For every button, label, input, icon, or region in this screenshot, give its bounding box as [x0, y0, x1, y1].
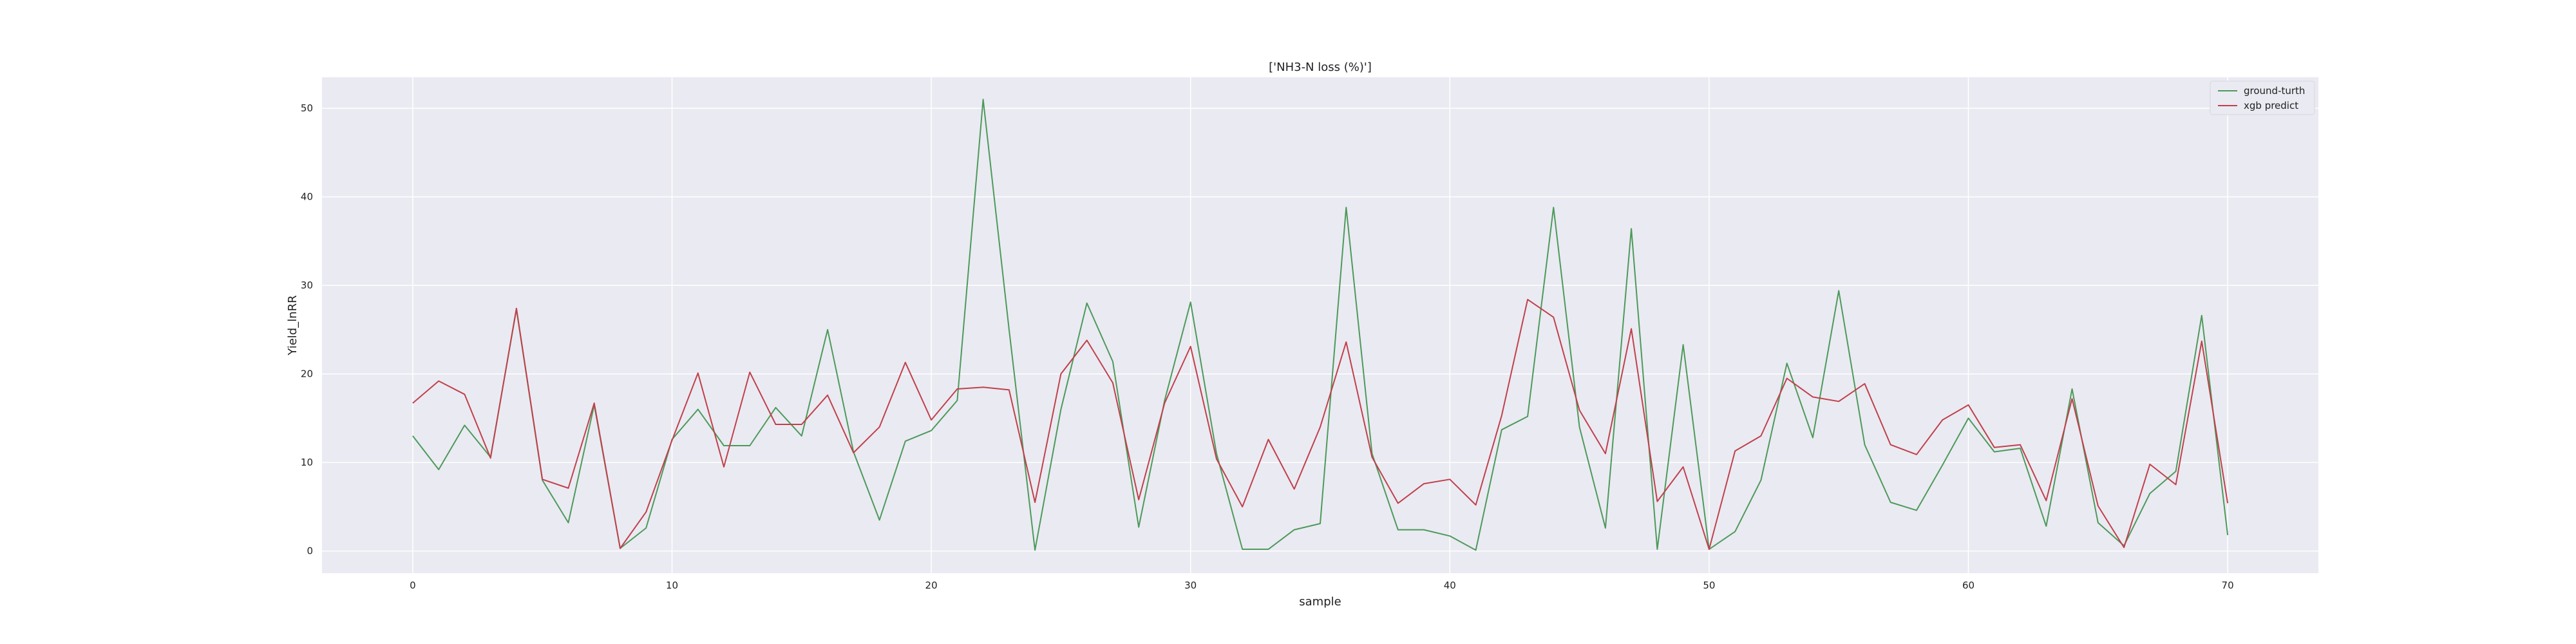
- plot-area: [322, 77, 2318, 573]
- y-tick-label: 20: [301, 368, 313, 380]
- y-tick-label: 50: [301, 102, 313, 114]
- y-axis-label: Yield_lnRR: [286, 295, 299, 355]
- x-tick-label: 10: [666, 580, 678, 591]
- chart-title: ['NH3-N loss (%)']: [1269, 61, 1372, 74]
- y-tick-labels: 0 10 20 30 40 50: [301, 102, 313, 557]
- y-tick-label: 40: [301, 191, 313, 203]
- series-line-xgb-predict: [412, 299, 2229, 550]
- x-tick-label: 40: [1444, 580, 1456, 591]
- y-tick-label: 30: [301, 279, 313, 291]
- x-tick-label: 20: [925, 580, 938, 591]
- legend-label-xgb-predict: xgb predict: [2244, 100, 2298, 111]
- x-tick-labels: 0 10 20 30 40 50 60 70: [410, 580, 2234, 591]
- x-tick-label: 30: [1184, 580, 1197, 591]
- x-tick-label: 60: [1962, 580, 1975, 591]
- y-tick-label: 0: [307, 545, 313, 557]
- x-tick-label: 50: [1703, 580, 1715, 591]
- x-gridlines: [412, 77, 2228, 573]
- legend: ground-turth xgb predict: [2210, 80, 2315, 115]
- x-axis-label: sample: [1299, 595, 1341, 609]
- legend-label-ground-turth: ground-turth: [2244, 85, 2305, 97]
- x-tick-label: 0: [410, 580, 416, 591]
- x-tick-label: 70: [2222, 580, 2234, 591]
- y-tick-label: 10: [301, 457, 313, 468]
- series-layer: [412, 99, 2229, 551]
- y-gridlines: [322, 108, 2318, 552]
